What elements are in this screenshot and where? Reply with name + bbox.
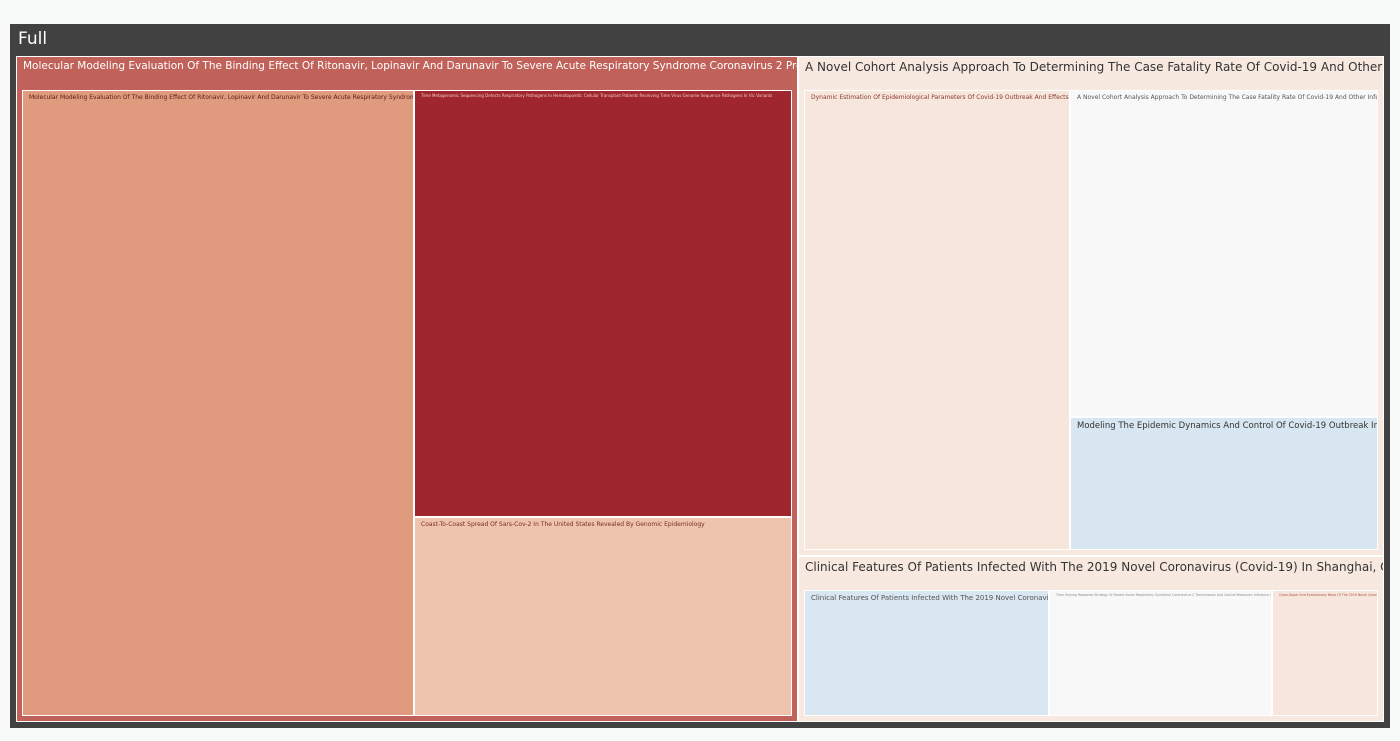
treemap-cell-0-2[interactable]: Coast-To-Coast Spread Of Sars-Cov-2 In T… [414,517,792,716]
treemap-cell-1-1-label: A Novel Cohort Analysis Approach To Dete… [1077,94,1377,101]
treemap-cell-2-0-label: Clinical Features Of Patients Infected W… [811,594,1049,602]
treemap-cell-1-2-label: Modeling The Epidemic Dynamics And Contr… [1077,421,1378,431]
treemap-cell-0-1-label: Time Metagenomic Sequencing Detects Resp… [421,93,773,98]
treemap-cell-0-0[interactable]: Molecular Modeling Evaluation Of The Bin… [22,90,414,716]
treemap-cell-2-2[interactable]: Cross-Upper And Evolutionary Basis Of Th… [1272,590,1378,716]
treemap-group-1-label: A Novel Cohort Analysis Approach To Dete… [805,60,1383,74]
treemap-group-2-label: Clinical Features Of Patients Infected W… [805,560,1384,574]
treemap-cell-0-0-label: Molecular Modeling Evaluation Of The Bin… [29,94,413,101]
treemap-group-0-label: Molecular Modeling Evaluation Of The Bin… [23,60,798,72]
treemap-cell-2-2-label: Cross-Upper And Evolutionary Basis Of Th… [1279,593,1378,597]
treemap-chart: Full Molecular Modeling Evaluation Of Th… [10,24,1390,728]
treemap-cell-1-2[interactable]: Modeling The Epidemic Dynamics And Contr… [1070,417,1378,550]
treemap-cell-0-2-label: Coast-To-Coast Spread Of Sars-Cov-2 In T… [421,521,705,528]
treemap-cell-2-1[interactable]: Time Varying Response Strategy Of Severe… [1049,590,1272,716]
treemap-cell-1-0-label: Dynamic Estimation Of Epidemiological Pa… [811,94,1069,101]
chart-title: Full [18,29,48,49]
treemap-cell-2-0[interactable]: Clinical Features Of Patients Infected W… [804,590,1049,716]
treemap-cell-2-1-label: Time Varying Response Strategy Of Severe… [1056,593,1272,597]
treemap-cell-1-1[interactable]: A Novel Cohort Analysis Approach To Dete… [1070,90,1378,417]
treemap-cell-1-0[interactable]: Dynamic Estimation Of Epidemiological Pa… [804,90,1070,550]
treemap-cell-0-1[interactable]: Time Metagenomic Sequencing Detects Resp… [414,90,792,517]
